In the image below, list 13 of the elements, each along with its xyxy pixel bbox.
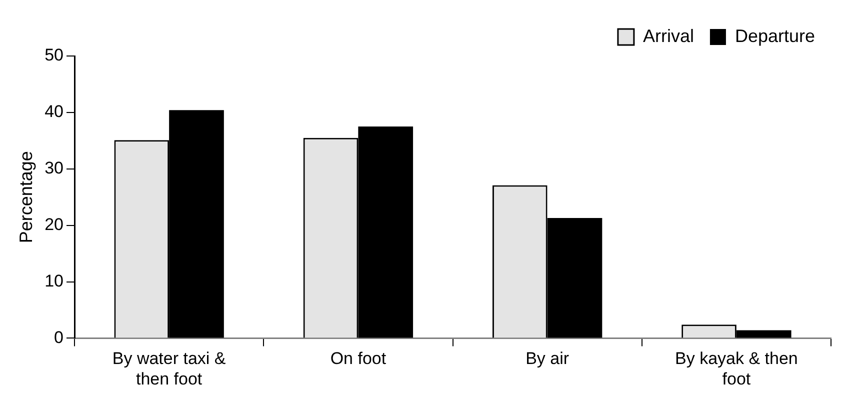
x-tick-label: By water taxi & then foot — [112, 349, 226, 388]
y-tick-label: 50 — [44, 46, 64, 65]
x-tick-label: By kayak & then foot — [675, 349, 798, 388]
legend-label: Departure — [734, 26, 816, 46]
y-tick-label: 20 — [44, 215, 64, 234]
y-tick-label: 30 — [44, 158, 64, 178]
x-tick-label: On foot — [330, 349, 386, 368]
y-tick-label: 0 — [54, 328, 64, 347]
legend-label: Arrival — [642, 26, 694, 46]
y-tick-label: 10 — [44, 271, 64, 290]
y-axis-title: Percentage — [16, 151, 36, 244]
y-tick-label: 40 — [44, 102, 64, 122]
x-tick-label: By air — [526, 349, 570, 368]
